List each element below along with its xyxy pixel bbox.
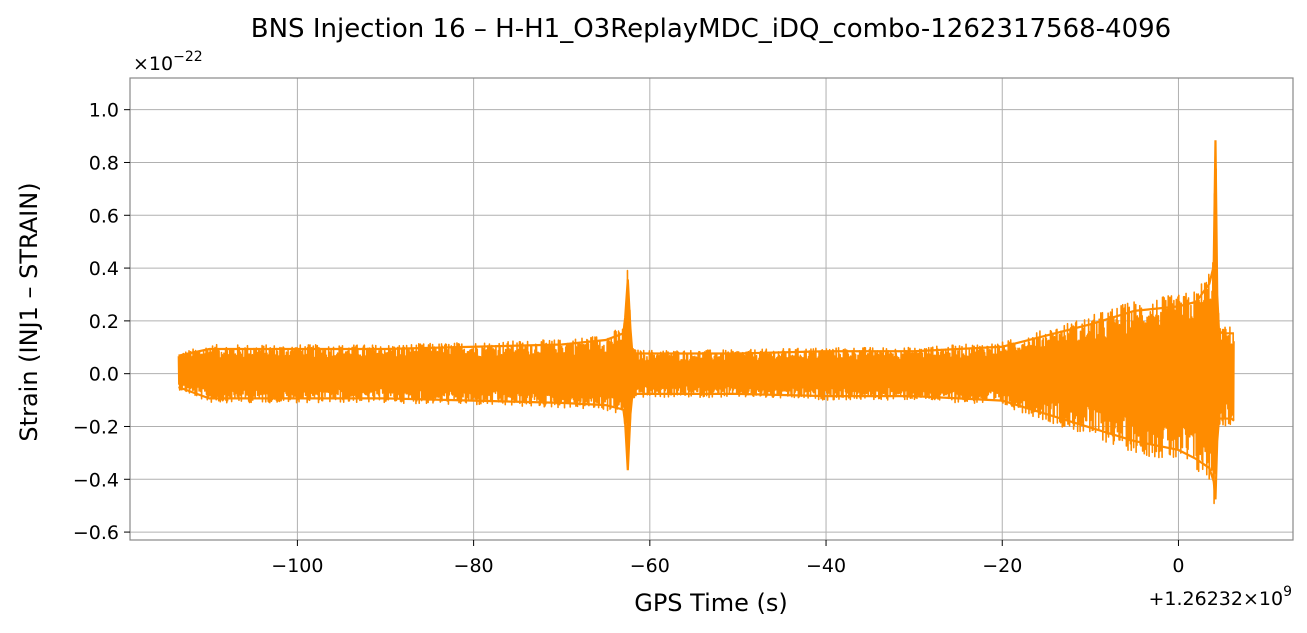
y-tick-label: 0.0 (89, 364, 119, 386)
x-tick-label: 0 (1172, 555, 1184, 577)
y-scale-base: ×10 (133, 53, 173, 75)
y-scale-exponent: −22 (173, 49, 203, 65)
x-offset-label: +1.26232×109 (1148, 584, 1292, 610)
y-tick-label: 0.2 (89, 311, 119, 333)
y-tick-label: 0.4 (89, 258, 119, 280)
y-tick-label: −0.2 (73, 416, 119, 438)
chart-title: BNS Injection 16 – H-H1_O3ReplayMDC_iDQ_… (251, 14, 1171, 44)
y-tick-label: −0.6 (73, 522, 119, 544)
y-tick-label: 0.6 (89, 205, 119, 227)
y-tick-label: −0.4 (73, 469, 119, 491)
y-tick-label: 0.8 (89, 152, 119, 174)
axis-ticks: −100 −80 −60 −40 −20 0 1.0 0.8 0.6 0.4 0.2 0.0 −0.2 −… (73, 100, 1185, 577)
strain-lower-envelope (178, 386, 1235, 500)
plot-frame (129, 77, 1294, 541)
y-tick-label: 1.0 (89, 100, 119, 122)
x-offset-exponent: 9 (1283, 584, 1292, 600)
strain-upper-envelope (178, 140, 1234, 357)
x-tick-label: −80 (454, 555, 494, 577)
x-tick-label: −60 (630, 555, 670, 577)
y-axis-label: Strain (INJ1 – STRAIN) (15, 182, 43, 441)
x-tick-label: −20 (982, 555, 1022, 577)
y-scale-factor: ×10−22 (133, 49, 203, 75)
x-axis-label: GPS Time (s) (634, 589, 788, 617)
data-series (177, 140, 1235, 505)
strain-series-line (177, 168, 1235, 505)
x-offset-base: +1.26232×10 (1148, 588, 1283, 610)
x-tick-label: −100 (271, 555, 323, 577)
x-tick-label: −40 (806, 555, 846, 577)
